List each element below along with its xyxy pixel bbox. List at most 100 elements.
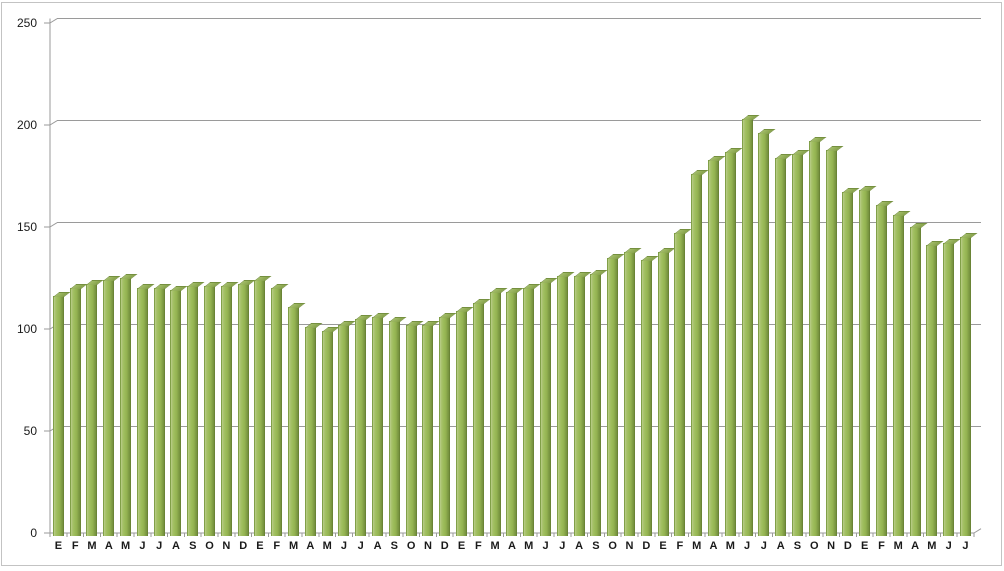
bar[interactable] (691, 174, 703, 536)
x-axis-tick-label: S (189, 540, 197, 552)
x-axis-tick-label: J (139, 540, 146, 552)
bar[interactable] (472, 302, 484, 536)
bar[interactable] (674, 233, 686, 536)
bar[interactable] (103, 280, 115, 536)
bar[interactable] (422, 324, 434, 536)
bar-slot (588, 21, 605, 536)
bar[interactable] (758, 133, 770, 536)
bar[interactable] (523, 288, 535, 536)
bar[interactable] (52, 296, 64, 536)
bar[interactable] (120, 278, 132, 536)
bar-slot (554, 21, 571, 536)
bar[interactable] (506, 292, 518, 536)
bar[interactable] (741, 118, 753, 536)
x-axis-tick-label: D (440, 540, 449, 552)
bar[interactable] (825, 149, 837, 536)
x-axis-tick-label: N (625, 540, 634, 552)
x-axis-tick-label: J (156, 540, 163, 552)
x-axis-tick-label: M (87, 540, 97, 552)
bar-slot (856, 21, 873, 536)
bar[interactable] (573, 276, 585, 536)
bar-slot (252, 21, 269, 536)
bar[interactable] (943, 243, 955, 536)
bar-slot (772, 21, 789, 536)
bar[interactable] (875, 204, 887, 536)
bar[interactable] (892, 214, 904, 536)
bar[interactable] (456, 310, 468, 536)
x-axis-tick-label: E (860, 540, 869, 552)
bar-slot (890, 21, 907, 536)
bar-slot (403, 21, 420, 536)
bar[interactable] (909, 227, 921, 536)
bar[interactable] (288, 306, 300, 536)
bar[interactable] (439, 316, 451, 536)
bar[interactable] (859, 190, 871, 536)
bar[interactable] (640, 259, 652, 536)
x-axis-tick-label: A (507, 540, 516, 552)
bar-slot (386, 21, 403, 536)
bar-slot (520, 21, 537, 536)
bar[interactable] (170, 290, 182, 536)
bar[interactable] (926, 245, 938, 536)
x-axis-tick-label: F (273, 540, 281, 552)
bar[interactable] (355, 318, 367, 536)
bar[interactable] (136, 288, 148, 536)
bar-slot (604, 21, 621, 536)
bar[interactable] (590, 273, 602, 536)
y-axis-tick-label: 150 (16, 220, 37, 234)
bar[interactable] (959, 237, 971, 536)
bar[interactable] (372, 316, 384, 536)
y-axis-tick-label: 100 (16, 322, 37, 336)
bar-slot (621, 21, 638, 536)
bar[interactable] (304, 327, 316, 536)
bar[interactable] (321, 331, 333, 536)
bar[interactable] (388, 320, 400, 536)
x-axis-tick-label: O (205, 540, 214, 552)
bar[interactable] (271, 288, 283, 536)
bar[interactable] (540, 282, 551, 536)
bar-slot (168, 21, 185, 536)
x-axis-tick-label: M (121, 540, 131, 552)
x-axis-tick-label: J (945, 540, 952, 552)
bar-slot (84, 21, 101, 536)
bar-slot (688, 21, 705, 536)
bar[interactable] (607, 257, 619, 536)
bar-slot (201, 21, 218, 536)
bar-slot (285, 21, 302, 536)
bar-slot (134, 21, 151, 536)
bar[interactable] (86, 284, 98, 536)
bar[interactable] (724, 151, 736, 536)
x-axis-tick-label: A (709, 540, 718, 552)
bar[interactable] (808, 141, 820, 536)
bar-slot (755, 21, 772, 536)
bar[interactable] (220, 286, 232, 536)
bar-slot (907, 21, 924, 536)
bar[interactable] (657, 251, 669, 536)
bar[interactable] (707, 159, 719, 536)
bar[interactable] (204, 286, 216, 536)
y-axis-tick-label: 200 (16, 118, 37, 132)
x-axis-tick-label: J (340, 540, 347, 552)
bar-slot (184, 21, 201, 536)
x-axis-tick-label: S (592, 540, 600, 552)
bar[interactable] (187, 286, 199, 536)
y-axis-tick-label: 0 (30, 526, 37, 540)
x-axis-tick-label: M (927, 540, 937, 552)
x-axis-tick-label: J (962, 540, 969, 552)
bar[interactable] (338, 324, 350, 536)
bar[interactable] (842, 192, 854, 536)
bar[interactable] (254, 280, 266, 536)
bar[interactable] (775, 157, 787, 536)
bar-slot (470, 21, 487, 536)
bar[interactable] (405, 324, 417, 536)
x-axis-tick-label: D (642, 540, 651, 552)
bar[interactable] (623, 251, 635, 536)
bar[interactable] (489, 292, 501, 536)
bar[interactable] (556, 276, 568, 536)
bar[interactable] (69, 288, 81, 536)
bar[interactable] (237, 284, 249, 536)
bar[interactable] (153, 288, 165, 536)
bar-slot (739, 21, 756, 536)
bar[interactable] (791, 153, 803, 536)
